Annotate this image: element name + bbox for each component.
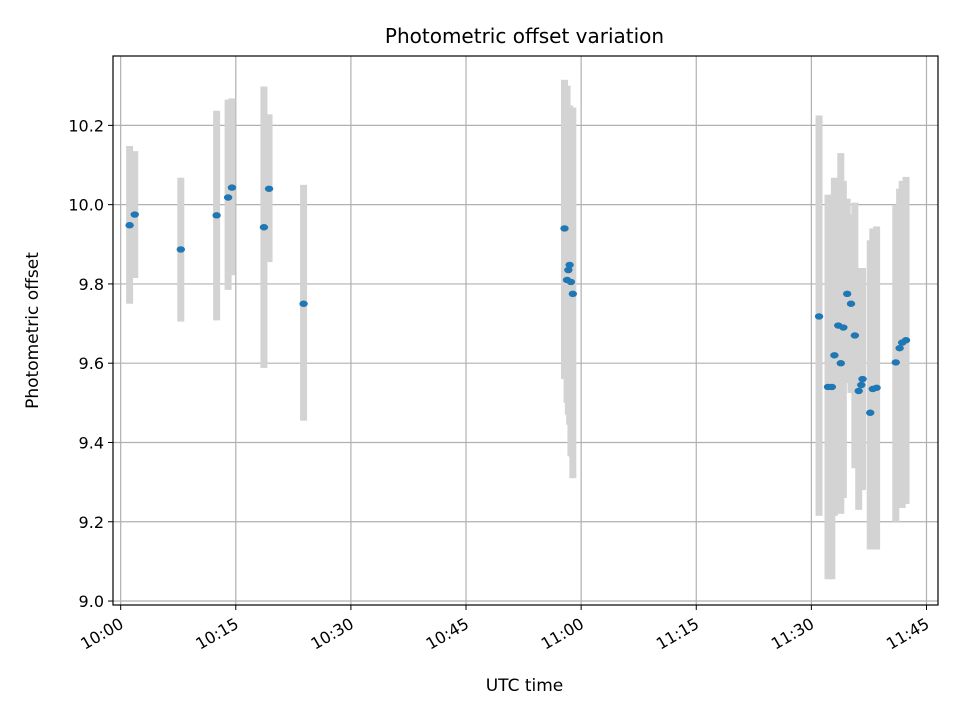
data-point bbox=[814, 313, 824, 320]
data-points bbox=[125, 184, 911, 416]
grid-lines bbox=[113, 56, 938, 605]
y-axis-ticks: 9.0 9.2 9.4 9.6 9.8 10.0 10.2 bbox=[68, 116, 113, 611]
y-tick-label: 10.2 bbox=[68, 116, 104, 135]
y-tick-label: 10.0 bbox=[68, 196, 104, 215]
data-point bbox=[259, 224, 269, 231]
plot-area-frame bbox=[112, 55, 939, 606]
y-axis-title: Photometric offset bbox=[23, 252, 43, 409]
y-tick-label: 9.8 bbox=[79, 275, 104, 294]
data-point bbox=[895, 344, 904, 352]
data-point bbox=[130, 211, 139, 218]
data-point bbox=[227, 184, 237, 191]
data-point bbox=[568, 290, 578, 298]
data-point bbox=[836, 360, 845, 367]
data-point bbox=[901, 337, 911, 344]
data-point bbox=[839, 324, 848, 331]
data-point bbox=[842, 290, 852, 298]
data-point bbox=[564, 266, 573, 274]
data-point bbox=[858, 375, 867, 383]
error-bar bbox=[839, 180, 847, 498]
data-point bbox=[560, 225, 569, 232]
x-axis-title: UTC time bbox=[486, 676, 564, 696]
y-tick-label: 9.0 bbox=[79, 592, 104, 611]
data-point bbox=[223, 194, 233, 201]
data-point bbox=[125, 222, 134, 229]
data-point bbox=[299, 300, 308, 307]
y-tick-label: 9.2 bbox=[79, 513, 104, 532]
data-point bbox=[176, 246, 185, 253]
data-point bbox=[565, 261, 574, 269]
data-point bbox=[830, 352, 839, 359]
data-point bbox=[854, 387, 863, 395]
error-bar bbox=[830, 177, 838, 516]
data-point bbox=[850, 332, 860, 339]
data-point bbox=[264, 185, 274, 192]
data-point bbox=[827, 383, 837, 391]
y-tick-label: 9.4 bbox=[79, 433, 104, 452]
data-point bbox=[212, 212, 221, 219]
data-point bbox=[846, 300, 856, 307]
y-tick-label: 9.6 bbox=[79, 354, 104, 373]
data-point bbox=[872, 384, 881, 391]
chart-title: Photometric offset variation bbox=[385, 24, 664, 48]
data-point bbox=[566, 278, 576, 286]
data-point bbox=[857, 381, 866, 389]
data-point bbox=[891, 359, 900, 366]
data-point bbox=[866, 409, 875, 416]
